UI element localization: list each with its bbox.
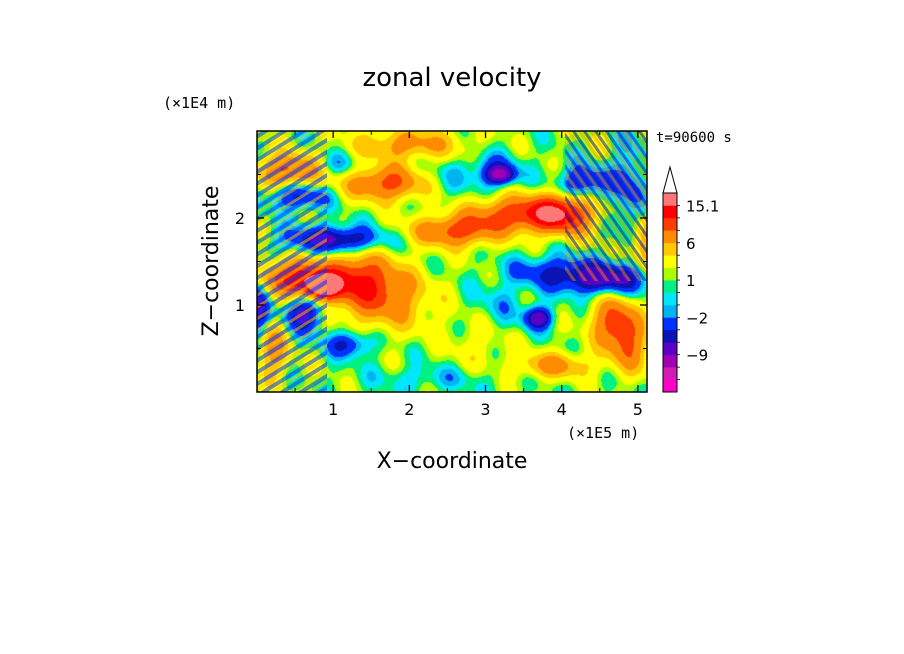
colorbar-segment [663, 267, 677, 281]
x-unit-label: (×1E5 m) [567, 424, 639, 442]
colorbar-label: 15.1 [686, 197, 719, 215]
x-axis: 1 2 3 4 5 [294, 131, 643, 419]
colorbar-segment [663, 193, 677, 206]
wave-texture-left [257, 131, 327, 392]
colorbar-segment [663, 280, 677, 293]
x-axis-label: X−coordinate [377, 449, 528, 474]
colorbar-extend-arrow [662, 165, 678, 194]
colorbar-label: −2 [686, 309, 708, 327]
y-axis-label: Z−coordinate [199, 186, 224, 337]
colorbar-segment [663, 342, 677, 355]
x-tick-label: 3 [480, 400, 490, 419]
colorbar-label: 6 [686, 235, 696, 253]
colorbar-segment [663, 329, 677, 343]
colorbar-label: 1 [686, 272, 696, 290]
colorbar-segment [663, 292, 677, 306]
colorbar-segment [663, 217, 677, 231]
x-tick-label: 1 [328, 400, 338, 419]
y-axis: 12 [235, 174, 647, 349]
wave-texture-right [565, 131, 647, 281]
colorbar-segment [663, 367, 677, 380]
chart-title: zonal velocity [362, 63, 541, 93]
colorbar-segment [663, 205, 677, 219]
y-tick-label: 2 [235, 209, 245, 228]
colorbar-segment [663, 255, 677, 268]
y-tick-label: 1 [235, 296, 245, 315]
colorbar-segment [663, 317, 677, 331]
y-unit-label: (×1E4 m) [163, 94, 235, 112]
colorbar-segment [663, 354, 677, 368]
colorbar-segment [663, 230, 677, 244]
colorbar-segment [663, 379, 677, 393]
x-tick-label: 2 [404, 400, 414, 419]
x-tick-label: 4 [557, 400, 567, 419]
colorbar-segment [663, 304, 677, 318]
colorbar-label: −9 [686, 347, 708, 365]
plot-field [257, 131, 647, 392]
x-tick-label: 5 [633, 400, 643, 419]
time-label: t=90600 s [656, 130, 732, 146]
colorbar-segment [663, 242, 677, 256]
colorbar: 15.1 6 1 −2 −9 [662, 165, 719, 393]
